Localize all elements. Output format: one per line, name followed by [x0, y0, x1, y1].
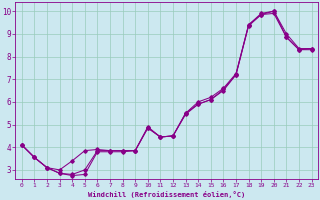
- X-axis label: Windchill (Refroidissement éolien,°C): Windchill (Refroidissement éolien,°C): [88, 191, 245, 198]
